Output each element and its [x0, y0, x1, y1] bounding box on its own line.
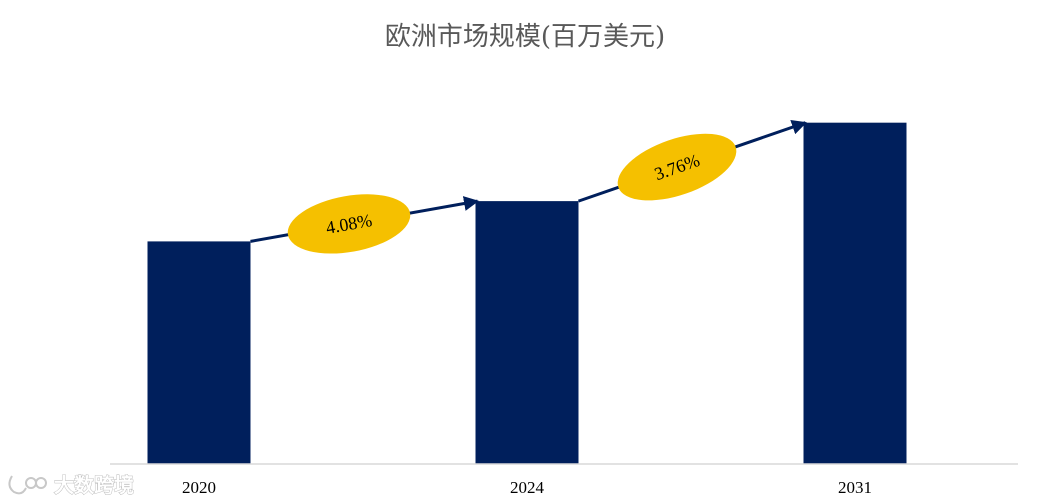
bar-2024 [475, 201, 579, 464]
bar-2031 [803, 122, 907, 465]
x-tick-labels: 2020 2024 2031 [182, 478, 872, 497]
growth-annotations: 4.08% 3.76% [250, 120, 807, 254]
growth-badge-ellipse-0 [287, 194, 411, 254]
growth-badge-1: 3.76% [617, 133, 737, 201]
growth-badge-0: 4.08% [287, 194, 411, 254]
x-tick-2031: 2031 [838, 478, 872, 497]
bars-group [147, 122, 907, 465]
watermark: 大数跨境 [8, 473, 134, 497]
bar-2020 [147, 241, 251, 464]
x-tick-2024: 2024 [510, 478, 545, 497]
watermark-logo-icon [8, 475, 47, 495]
chart-title: 欧洲市场规模(百万美元) [385, 22, 665, 52]
watermark-text: 大数跨境 [54, 473, 134, 497]
growth-badge-ellipse-1 [617, 133, 737, 201]
x-tick-2020: 2020 [182, 478, 216, 497]
